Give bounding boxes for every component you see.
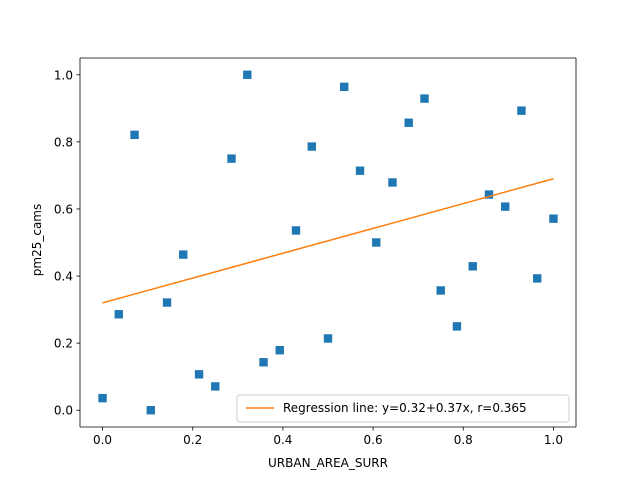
y-tick-label: 0.6 — [54, 202, 73, 216]
scatter-points — [98, 70, 558, 415]
plot-background — [80, 58, 576, 427]
x-tick-label: 1.0 — [544, 433, 563, 447]
data-point-18 — [388, 178, 397, 187]
data-point-19 — [404, 118, 413, 127]
data-point-10 — [259, 358, 268, 367]
data-point-25 — [501, 202, 510, 211]
x-tick-label: 0.4 — [273, 433, 292, 447]
y-tick-label: 0.8 — [54, 135, 73, 149]
axes — [79, 57, 577, 428]
regression-line — [102, 178, 554, 304]
y-tick-label: 0.2 — [54, 337, 73, 351]
data-point-27 — [533, 274, 542, 283]
x-axis-label: URBAN_AREA_SURR — [268, 456, 388, 470]
x-tick-label: 0.2 — [183, 433, 202, 447]
data-point-12 — [291, 226, 301, 235]
legend-box — [236, 394, 570, 423]
x-tick-label: 0.6 — [364, 433, 383, 447]
data-point-17 — [372, 238, 381, 247]
data-point-26 — [517, 106, 526, 115]
data-point-16 — [355, 166, 365, 175]
y-tick-label: 0.0 — [54, 404, 73, 418]
data-point-21 — [436, 286, 445, 295]
regression-line-layer — [102, 178, 554, 304]
data-point-9 — [243, 70, 252, 79]
data-point-0 — [98, 393, 107, 403]
plot-area — [80, 58, 576, 427]
data-point-3 — [146, 406, 155, 415]
data-point-4 — [162, 298, 172, 307]
x-tick-label: 0.0 — [93, 433, 112, 447]
legend: Regression line: y=0.32+0.37x, r=0.365 — [236, 394, 570, 423]
y-axis-ticks: 0.0 0.2 0.4 0.6 0.8 1.0 — [54, 68, 80, 418]
data-point-1 — [114, 310, 123, 319]
x-axis-ticks: 0.0 0.2 0.4 0.6 0.8 1.0 — [93, 427, 563, 447]
data-point-7 — [211, 382, 220, 391]
data-point-8 — [227, 154, 236, 163]
data-point-15 — [340, 82, 349, 92]
data-point-24 — [484, 190, 494, 199]
y-axis-label: pm25_cams — [30, 204, 44, 276]
legend-label-regression: Regression line: y=0.32+0.37x, r=0.365 — [283, 401, 527, 415]
y-tick-label: 0.4 — [54, 270, 73, 284]
x-tick-label: 0.8 — [454, 433, 473, 447]
data-point-13 — [307, 142, 316, 151]
data-point-28 — [549, 214, 558, 223]
data-point-20 — [420, 94, 429, 103]
y-tick-label: 1.0 — [54, 68, 73, 82]
data-point-23 — [468, 262, 477, 271]
data-point-11 — [275, 345, 284, 355]
data-point-5 — [179, 250, 188, 259]
data-point-2 — [130, 130, 139, 140]
data-point-6 — [194, 370, 204, 379]
data-point-22 — [452, 322, 462, 331]
data-point-14 — [323, 334, 333, 343]
